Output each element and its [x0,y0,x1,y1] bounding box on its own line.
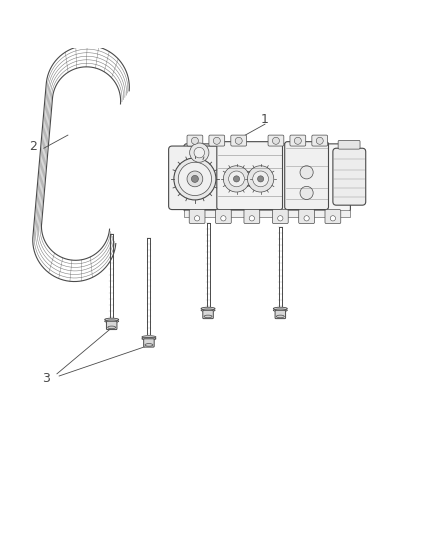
Circle shape [194,216,200,221]
FancyBboxPatch shape [144,339,154,347]
FancyBboxPatch shape [333,148,366,205]
Circle shape [300,166,313,179]
FancyBboxPatch shape [272,209,288,223]
Circle shape [330,216,336,221]
Circle shape [174,158,216,200]
Circle shape [258,176,264,182]
Circle shape [229,171,244,187]
Circle shape [191,138,198,144]
FancyBboxPatch shape [338,140,360,149]
FancyBboxPatch shape [215,209,231,223]
Ellipse shape [145,344,153,346]
Circle shape [235,138,242,144]
Circle shape [190,143,209,162]
Circle shape [191,175,198,182]
FancyBboxPatch shape [169,146,221,209]
Bar [184,209,350,217]
Ellipse shape [276,315,284,318]
Circle shape [316,138,323,144]
FancyBboxPatch shape [285,142,328,209]
FancyBboxPatch shape [189,209,205,223]
FancyBboxPatch shape [290,135,306,146]
Ellipse shape [273,307,287,310]
FancyBboxPatch shape [268,135,284,146]
FancyBboxPatch shape [209,135,225,146]
Circle shape [213,138,220,144]
Circle shape [187,171,203,187]
FancyBboxPatch shape [106,321,117,329]
FancyBboxPatch shape [299,209,314,223]
Circle shape [178,162,212,196]
FancyBboxPatch shape [325,209,341,223]
FancyBboxPatch shape [231,135,247,146]
FancyBboxPatch shape [312,135,328,146]
Text: 1: 1 [261,114,269,126]
Circle shape [253,171,268,187]
FancyBboxPatch shape [203,310,213,319]
FancyBboxPatch shape [184,144,350,212]
FancyBboxPatch shape [275,310,286,319]
Ellipse shape [201,309,215,312]
Circle shape [249,216,254,221]
Circle shape [223,166,250,192]
Circle shape [304,216,309,221]
Ellipse shape [105,320,119,322]
Ellipse shape [108,326,116,329]
Ellipse shape [142,337,156,340]
Circle shape [247,166,274,192]
FancyBboxPatch shape [217,142,283,209]
Text: 3: 3 [42,372,50,385]
Circle shape [272,138,279,144]
Circle shape [278,216,283,221]
Ellipse shape [142,336,156,338]
Circle shape [221,216,226,221]
FancyBboxPatch shape [187,135,203,146]
Text: 2: 2 [29,140,37,152]
Circle shape [233,176,240,182]
Circle shape [194,147,205,158]
Ellipse shape [105,318,119,321]
Circle shape [300,187,313,199]
Ellipse shape [201,307,215,310]
Ellipse shape [273,309,287,312]
FancyBboxPatch shape [244,209,260,223]
Ellipse shape [204,315,212,318]
Circle shape [294,138,301,144]
